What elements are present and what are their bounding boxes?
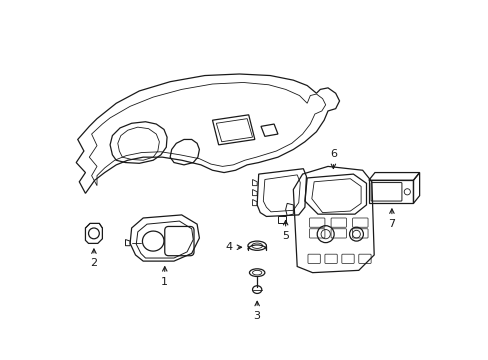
Text: 5: 5 [282, 231, 288, 242]
Text: 7: 7 [387, 219, 395, 229]
Text: 6: 6 [329, 149, 336, 159]
Text: 2: 2 [90, 258, 97, 269]
Text: 4: 4 [225, 242, 232, 252]
Text: 3: 3 [253, 311, 260, 321]
Text: 1: 1 [161, 277, 168, 287]
